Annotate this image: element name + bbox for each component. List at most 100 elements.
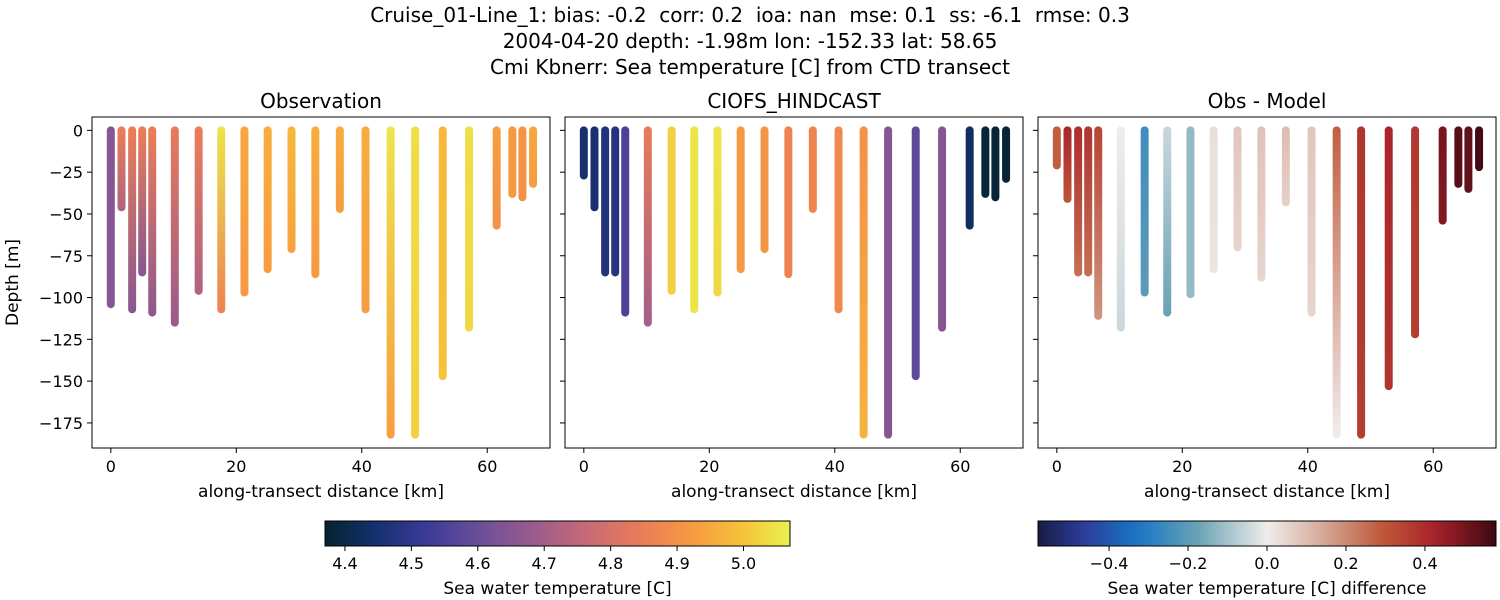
colorbar-1-bar [324,520,791,547]
panel-1-frame [91,116,551,449]
panel-2-cast-11 [760,126,769,254]
panel-3-title: Obs - Model [1208,89,1327,113]
panel-2-cast-10 [736,126,745,274]
colorbar-1-tick-label-5: 4.9 [664,554,689,573]
figure-title-line-1: Cruise_01-Line_1: bias: -0.2 corr: 0.2 i… [370,3,1130,27]
panel-3-cast-3 [1074,126,1083,277]
panel-1-title: Observation [260,89,382,113]
panel-1-cast-6 [170,126,179,327]
panel-3-xtick-label-3: 60 [1423,457,1443,476]
panel-2-cast-5 [621,126,630,317]
panel-3-cast-4 [1084,126,1093,277]
panel-3-cast-22 [1475,126,1484,172]
panel-2-cast-12 [784,126,793,279]
panel-1-ytick-label-2: −50 [49,205,83,224]
panel-1-cast-10 [263,126,272,274]
panel-1-xtick-label-1: 20 [226,457,246,476]
panel-1-cast-15 [386,126,395,439]
panel-3-xtick-label-0: 0 [1052,457,1062,476]
panel-1-cast-14 [361,126,370,314]
colorbar-2-tick-label-4: 0.4 [1412,554,1437,573]
colorbar-1-tick-label-4: 4.8 [598,554,623,573]
panel-1-cast-20 [508,126,517,198]
panel-2-cast-8 [690,126,699,314]
panel-1-ytick-label-1: −25 [49,163,83,182]
panel-3-cast-16 [1357,126,1366,439]
panel-2-xtick-label-3: 60 [950,457,970,476]
colorbar-1-tick-label-1: 4.5 [399,554,424,573]
panel-1-cast-21 [518,126,527,202]
panel-2-cast-7 [667,126,676,295]
panel-1-cast-9 [240,126,249,297]
panel-1-xtick-label-2: 40 [352,457,372,476]
panel-2-cast-2 [590,126,599,212]
panel-1-cast-12 [311,126,320,279]
panel-1-xtick-label-3: 60 [477,457,497,476]
panel-3-frame [1037,116,1497,449]
colorbar-2-tick-label-2: 0.0 [1254,554,1279,573]
figure-title-line-3: Cmi Kbnerr: Sea temperature [C] from CTD… [490,55,1010,79]
panel-1-cast-16 [411,126,420,439]
panel-1-ytick-label-3: −75 [49,247,83,266]
panel-2-cast-3 [601,126,610,277]
panel-3-cast-1 [1052,126,1061,170]
panel-1-cast-17 [438,126,447,381]
colorbar-1-tick-label-3: 4.7 [531,554,556,573]
panel-1-cast-7 [194,126,203,295]
panel-3-cast-15 [1332,126,1341,439]
colorbar-2-tick-label-3: 0.2 [1333,554,1358,573]
panel-1-cast-4 [138,126,147,277]
panel-1-cast-5 [148,126,157,317]
panel-2-xtick-label-1: 20 [699,457,719,476]
colorbar-1-tick-label-6: 5.0 [731,554,756,573]
colorbar-2-bar [1037,520,1497,547]
panel-2-xlabel: along-transect distance [km] [671,482,917,502]
panel-1-ylabel: Depth [m] [3,239,23,326]
panel-1-xlabel: along-transect distance [km] [198,482,444,502]
panel-2-cast-14 [834,126,843,314]
panel-1-cast-3 [128,126,137,314]
panel-1-ytick-label-4: −100 [39,289,83,308]
panel-1-cast-2 [117,126,126,212]
panel-3-xlabel: along-transect distance [km] [1144,482,1390,502]
panel-2-cast-15 [859,126,868,439]
panel-3-cast-17 [1384,126,1393,391]
panel-3-cast-5 [1094,126,1103,320]
panel-3-cast-18 [1411,126,1420,339]
figure-title-line-2: 2004-04-20 depth: -1.98m lon: -152.33 la… [502,29,998,53]
colorbar-1-tick-label-0: 4.4 [332,554,357,573]
panel-3-cast-19 [1438,126,1447,225]
panel-2-cast-16 [884,126,893,439]
panel-2-cast-4 [611,126,620,277]
panel-3-cast-7 [1140,126,1149,297]
panel-3-cast-14 [1307,126,1316,317]
panel-2-cast-9 [713,126,722,297]
colorbar-2-tick-label-0: −0.4 [1090,554,1129,573]
panel-1-cast-13 [335,126,344,213]
panel-1-cast-8 [217,126,226,314]
panel-1-ytick-label-0: 0 [73,121,83,140]
panel-2-xtick-label-0: 0 [579,457,589,476]
panel-1-ytick-label-5: −125 [39,330,83,349]
panel-3-cast-2 [1063,126,1072,203]
panel-2-cast-13 [808,126,817,213]
colorbar-2-label: Sea water temperature [C] difference [1107,579,1426,599]
panel-1-cast-18 [465,126,474,332]
panel-3-cast-12 [1257,126,1266,282]
panel-1-ytick-label-6: −150 [39,372,83,391]
colorbar-2-tick-label-1: −0.2 [1169,554,1208,573]
panel-1-cast-1 [106,126,115,309]
panel-3-cast-10 [1209,126,1218,274]
panel-1-cast-11 [287,126,296,254]
panel-2-cast-19 [965,126,974,230]
panel-1-ytick-label-7: −175 [39,414,83,433]
panel-1-cast-19 [492,126,501,230]
panel-2-xtick-label-2: 40 [825,457,845,476]
panel-2-title: CIOFS_HINDCAST [707,89,881,113]
panel-3-xtick-label-1: 20 [1172,457,1192,476]
panel-3-cast-13 [1281,126,1290,207]
panel-3-cast-11 [1233,126,1242,252]
panel-3-xtick-label-2: 40 [1298,457,1318,476]
panel-2-cast-17 [911,126,920,381]
